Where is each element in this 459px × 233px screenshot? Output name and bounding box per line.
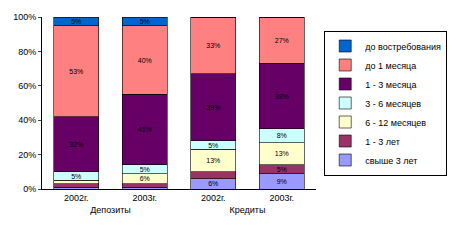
svg-text:2003г.: 2003г. xyxy=(269,193,294,203)
svg-text:53%: 53% xyxy=(69,68,83,75)
svg-text:41%: 41% xyxy=(138,126,152,133)
svg-text:5%: 5% xyxy=(208,142,218,149)
svg-text:5%: 5% xyxy=(71,173,81,180)
svg-text:5%: 5% xyxy=(71,18,81,25)
svg-text:38%: 38% xyxy=(275,93,289,100)
svg-text:5%: 5% xyxy=(140,166,150,173)
svg-text:5%: 5% xyxy=(140,18,150,25)
svg-text:8%: 8% xyxy=(277,132,287,139)
svg-text:40%: 40% xyxy=(18,115,36,125)
svg-text:6%: 6% xyxy=(208,180,218,187)
svg-text:20%: 20% xyxy=(18,150,36,160)
svg-text:9%: 9% xyxy=(277,178,287,185)
svg-text:13%: 13% xyxy=(206,157,220,164)
svg-text:13%: 13% xyxy=(275,150,289,157)
svg-text:Депозиты: Депозиты xyxy=(90,205,131,215)
svg-text:60%: 60% xyxy=(18,81,36,91)
svg-text:2002г.: 2002г. xyxy=(64,193,89,203)
svg-text:6%: 6% xyxy=(140,175,150,182)
svg-text:27%: 27% xyxy=(275,37,289,44)
svg-text:1 - 3 месяца: 1 - 3 месяца xyxy=(365,80,416,90)
svg-text:40%: 40% xyxy=(138,57,152,64)
svg-text:100%: 100% xyxy=(13,12,36,22)
svg-text:2003г.: 2003г. xyxy=(132,193,157,203)
svg-text:2002г.: 2002г. xyxy=(201,193,226,203)
svg-text:5%: 5% xyxy=(277,166,287,173)
svg-text:3 - 6 месяцев: 3 - 6 месяцев xyxy=(365,99,421,109)
svg-text:до востребования: до востребования xyxy=(365,42,441,52)
svg-text:до 1 месяца: до 1 месяца xyxy=(365,61,416,71)
svg-text:1 - 3 лет: 1 - 3 лет xyxy=(365,137,400,147)
svg-text:32%: 32% xyxy=(69,141,83,148)
svg-text:33%: 33% xyxy=(206,42,220,49)
svg-text:0%: 0% xyxy=(23,184,36,194)
svg-text:39%: 39% xyxy=(206,104,220,111)
svg-text:свыше 3 лет: свыше 3 лет xyxy=(365,156,417,166)
svg-text:6 - 12 месяцев: 6 - 12 месяцев xyxy=(365,118,426,128)
svg-text:80%: 80% xyxy=(18,47,36,57)
svg-text:Кредиты: Кредиты xyxy=(230,205,266,215)
